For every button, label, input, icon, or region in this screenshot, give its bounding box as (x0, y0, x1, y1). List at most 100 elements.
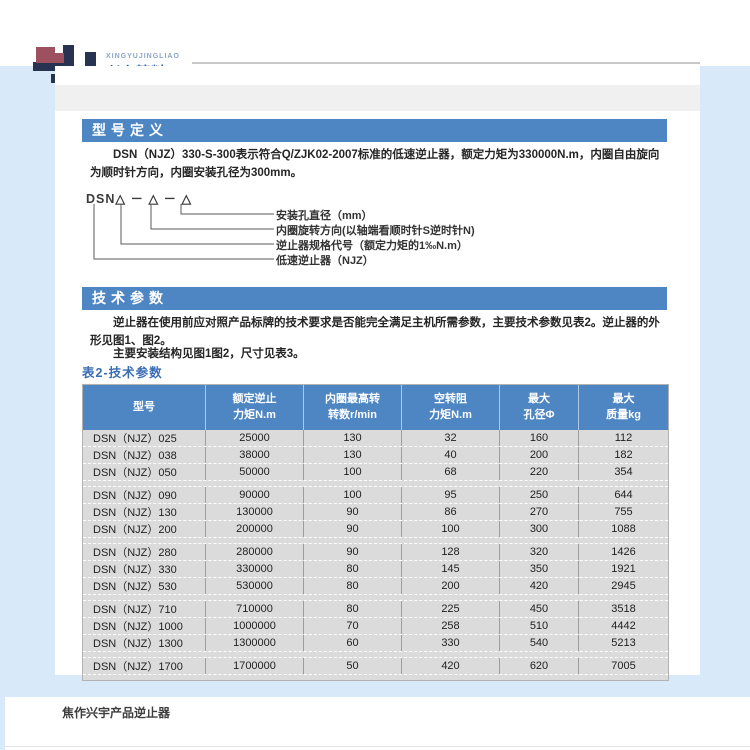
group-spacer (83, 481, 668, 487)
table-row: DSN（NJZ）710 710000 80 225 450 3518 (83, 601, 668, 618)
model-cell: DSN（NJZ）130 (93, 507, 177, 519)
diagram-label-low-speed-backstop: 低速逆止器（NJZ） (276, 255, 374, 267)
value-cell: 100 (303, 487, 401, 503)
model-cell: DSN（NJZ）090 (93, 490, 177, 502)
value-cell: 320 (499, 544, 578, 560)
table-row: DSN（NJZ）050 50000 100 68 220 354 (83, 464, 668, 481)
value-cell: 32 (401, 430, 499, 446)
brand-subtext: XINGYUJINGLIAO (106, 53, 180, 60)
table-body: DSN（NJZ）025 25000 130 32 160 112 DSN（NJZ）038 38… (83, 430, 668, 675)
column-header: 空转阻 力矩N.m (401, 385, 499, 430)
diagram-label-spec-code: 逆止器规格代号（额定力矩的1‰N.m） (276, 240, 468, 252)
table-row: DSN（NJZ）1000 1000000 70 258 510 4442 (83, 618, 668, 635)
column-header: 最大 质量kg (578, 385, 668, 430)
table-bottom-pad (83, 675, 668, 680)
value-cell: 450 (499, 601, 578, 617)
value-cell: 70 (303, 618, 401, 634)
value-cell: 5213 (578, 635, 668, 651)
value-cell: 1921 (578, 561, 668, 577)
diagram-label-bore-diameter: 安装孔直径（mm） (276, 210, 373, 222)
table-row: DSN（NJZ）530 530000 80 200 420 2945 (83, 578, 668, 595)
top-white-band (0, 0, 750, 66)
value-cell: 80 (303, 578, 401, 594)
value-cell: 755 (578, 504, 668, 520)
value-cell: 130 (303, 430, 401, 446)
model-cell: DSN（NJZ）710 (93, 604, 177, 616)
table-row: DSN（NJZ）280 280000 90 128 320 1426 (83, 544, 668, 561)
model-cell: DSN（NJZ）038 (93, 450, 177, 462)
value-cell: 270 (499, 504, 578, 520)
value-cell: 420 (401, 658, 499, 674)
value-cell: 128 (401, 544, 499, 560)
table-row: DSN（NJZ）090 90000 100 95 250 644 (83, 487, 668, 504)
value-cell: 200000 (205, 521, 303, 537)
page-footer: 焦作兴宇产品逆止器 (5, 697, 750, 750)
table-row: DSN（NJZ）130 130000 90 86 270 755 (83, 504, 668, 521)
column-header: 额定逆止 力矩N.m (205, 385, 303, 430)
value-cell: 280000 (205, 544, 303, 560)
value-cell: 644 (578, 487, 668, 503)
header-divider-line (192, 62, 700, 64)
table-row: DSN（NJZ）038 38000 130 40 200 182 (83, 447, 668, 464)
value-cell: 90000 (205, 487, 303, 503)
section-title-tech-params: 技术参数 (82, 287, 667, 310)
value-cell: 1300000 (205, 635, 303, 651)
value-cell: 350 (499, 561, 578, 577)
value-cell: 50000 (205, 464, 303, 480)
section-title-model-definition: 型号定义 (82, 119, 667, 142)
diagram-label-rotation-direction: 内圈旋转方向(以轴端看顺时针S逆时针N) (276, 225, 475, 237)
model-cell: DSN（NJZ）330 (93, 564, 177, 576)
value-cell: 38000 (205, 447, 303, 463)
tech-params-table: 型号 额定逆止 力矩N.m 内圈最高转 转数r/min 空转阻 力矩N.m 最大 孔径Φ… (82, 384, 669, 681)
value-cell: 130000 (205, 504, 303, 520)
tech-params-paragraph-2: 主要安装结构见图1图2，尺寸见表3。 (113, 348, 305, 360)
value-cell: 420 (499, 578, 578, 594)
value-cell: 182 (578, 447, 668, 463)
model-cell: DSN（NJZ）530 (93, 581, 177, 593)
value-cell: 4442 (578, 618, 668, 634)
group-spacer (83, 538, 668, 544)
value-cell: 90 (303, 504, 401, 520)
value-cell: 3518 (578, 601, 668, 617)
value-cell: 145 (401, 561, 499, 577)
table-row: DSN（NJZ）025 25000 130 32 160 112 (83, 430, 668, 447)
value-cell: 25000 (205, 430, 303, 446)
table-row: DSN（NJZ）330 330000 80 145 350 1921 (83, 561, 668, 578)
table-caption: 表2-技术参数 (82, 366, 163, 380)
model-code: DSN△ － △ － △ (86, 192, 193, 206)
group-spacer (83, 652, 668, 658)
value-cell: 80 (303, 561, 401, 577)
model-definition-paragraph: DSN（NJZ）330-S-300表示符合Q/ZJK02-2007标准的低速逆止… (90, 149, 660, 180)
value-cell: 200 (401, 578, 499, 594)
value-cell: 40 (401, 447, 499, 463)
table-row: DSN（NJZ）1300 1300000 60 330 540 5213 (83, 635, 668, 652)
value-cell: 540 (499, 635, 578, 651)
model-cell: DSN（NJZ）050 (93, 467, 177, 479)
model-cell: DSN（NJZ）1300 (93, 638, 183, 650)
value-cell: 100 (303, 464, 401, 480)
value-cell: 1088 (578, 521, 668, 537)
column-header: 最大 孔径Φ (499, 385, 578, 430)
value-cell: 112 (578, 430, 668, 446)
table-row: DSN（NJZ）1700 1700000 50 420 620 7005 (83, 658, 668, 675)
column-header: 型号 (133, 400, 155, 413)
value-cell: 200 (499, 447, 578, 463)
table-row: DSN（NJZ）200 200000 90 100 300 1088 (83, 521, 668, 538)
model-cell: DSN（NJZ）280 (93, 547, 177, 559)
value-cell: 80 (303, 601, 401, 617)
value-cell: 90 (303, 521, 401, 537)
model-cell: DSN（NJZ）025 (93, 433, 177, 445)
value-cell: 620 (499, 658, 578, 674)
value-cell: 50 (303, 658, 401, 674)
model-cell: DSN（NJZ）1000 (93, 621, 183, 633)
empty-nav-band (55, 85, 700, 111)
value-cell: 300 (499, 521, 578, 537)
value-cell: 130 (303, 447, 401, 463)
table-header: 型号 额定逆止 力矩N.m 内圈最高转 转数r/min 空转阻 力矩N.m 最大 孔径Φ… (83, 385, 668, 430)
value-cell: 354 (578, 464, 668, 480)
group-spacer (83, 595, 668, 601)
model-cell: DSN（NJZ）1700 (93, 661, 183, 673)
value-cell: 250 (499, 487, 578, 503)
model-cell: DSN（NJZ）200 (93, 524, 177, 536)
footer-text: 焦作兴宇产品逆止器 (62, 706, 171, 720)
